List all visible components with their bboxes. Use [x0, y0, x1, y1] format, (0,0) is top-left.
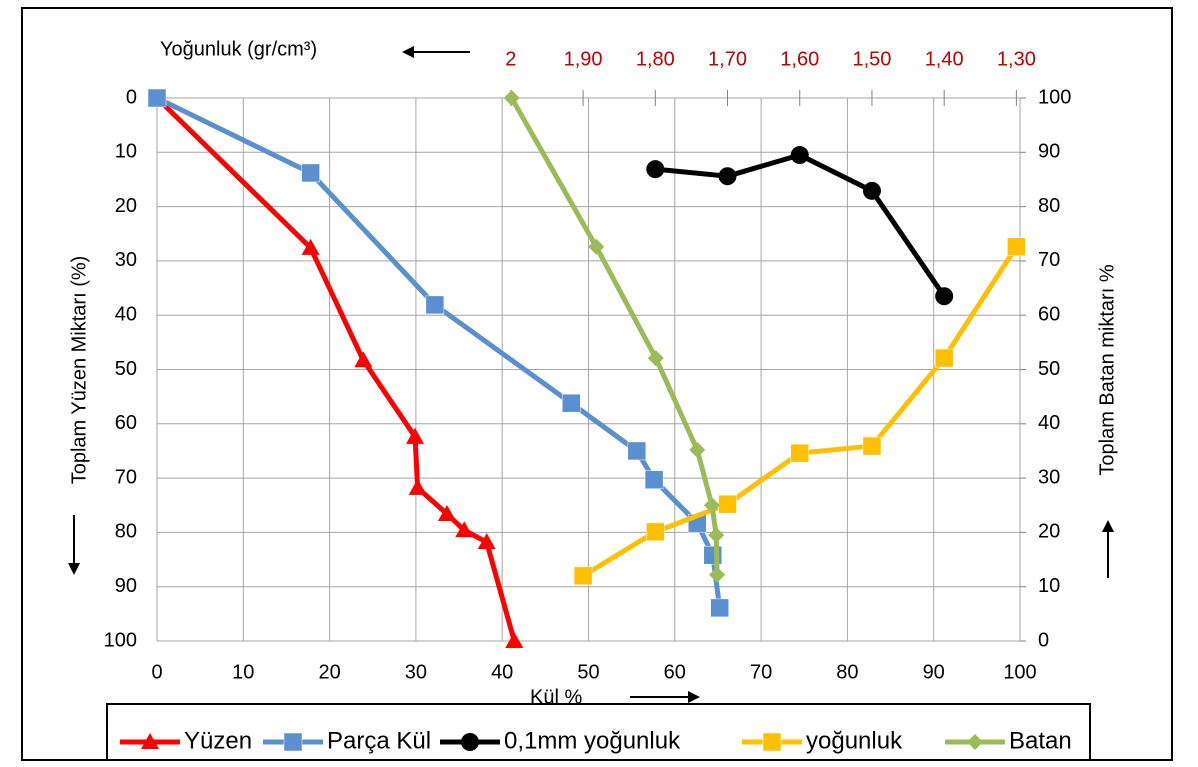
marker: [437, 504, 456, 521]
marker: [461, 733, 479, 751]
y2-tick-label: 100: [1038, 86, 1071, 108]
marker: [934, 348, 954, 368]
marker: [425, 295, 445, 315]
y2-tick-label: 30: [1038, 466, 1060, 488]
x-tick-label: 100: [1003, 661, 1036, 683]
x2-tick-label: 1,70: [708, 48, 747, 70]
marker: [647, 350, 664, 367]
y2-tick-label: 60: [1038, 303, 1060, 325]
y-tick-label: 10: [115, 141, 137, 163]
marker: [710, 598, 729, 618]
marker: [147, 88, 167, 108]
marker: [406, 427, 425, 444]
x2-axis-title: Yoğunluk (gr/cm³): [160, 38, 317, 60]
x-tick-label: 70: [750, 661, 772, 683]
x2-tick-label: 2: [505, 48, 516, 70]
frame: [21, 7, 1173, 761]
y-tick-label: 30: [115, 249, 137, 271]
legend-label: 0,1mm yoğunluk: [504, 727, 681, 754]
y-tick-label: 20: [115, 195, 137, 217]
x-tick-label: 60: [664, 661, 686, 683]
legend: [106, 703, 1091, 761]
x-tick-label: 0: [151, 661, 162, 683]
y-tick-label: 40: [115, 303, 137, 325]
y-tick-label: 90: [115, 575, 137, 597]
y2-tick-label: 90: [1038, 141, 1060, 163]
series-line: [509, 96, 720, 575]
marker: [477, 533, 496, 550]
marker: [718, 167, 737, 186]
legend-label: Batan: [1009, 727, 1072, 754]
marker: [1007, 237, 1026, 257]
x-tick-label: 50: [577, 661, 599, 683]
series-line: [655, 152, 947, 298]
x-tick-label: 80: [836, 661, 858, 683]
marker: [708, 527, 725, 544]
legend-label: Yüzen: [184, 727, 252, 754]
x2-tick-label: 1,30: [997, 48, 1036, 70]
marker: [354, 351, 373, 368]
x-tick-label: 20: [318, 661, 340, 683]
marker: [709, 566, 726, 583]
marker: [588, 238, 605, 255]
x2-tick-label: 1,60: [780, 48, 819, 70]
marker: [627, 441, 647, 461]
marker: [455, 521, 474, 538]
legend-label: Parça Kül: [327, 727, 431, 754]
y2-axis-title: Toplam Batan miktarı %: [1096, 264, 1118, 475]
y-arrow: [68, 515, 80, 575]
marker: [301, 163, 320, 183]
legend-label: yoğunluk: [806, 727, 903, 754]
y-tick-label: 60: [115, 412, 137, 434]
x-tick-label: 30: [405, 661, 427, 683]
x2-tick-label: 1,50: [852, 48, 891, 70]
marker: [503, 90, 520, 106]
y2-arrow: [1102, 520, 1114, 578]
marker: [644, 470, 664, 489]
marker: [762, 732, 782, 752]
y2-tick-label: 10: [1038, 575, 1060, 597]
x-tick-label: 90: [923, 661, 945, 683]
x2-tick-label: 1,40: [925, 48, 964, 70]
y2-tick-label: 20: [1038, 521, 1060, 543]
marker: [301, 238, 320, 255]
x-axis-title: Kül %: [530, 686, 582, 708]
marker: [646, 522, 665, 542]
series-line: [155, 95, 723, 609]
marker: [646, 160, 665, 179]
marker: [703, 497, 720, 514]
marker: [718, 494, 737, 514]
y-tick-label: 50: [115, 358, 137, 380]
marker: [862, 181, 881, 200]
marker: [790, 443, 809, 463]
x2-tick-label: 1,90: [564, 48, 603, 70]
marker: [408, 478, 427, 495]
marker: [689, 441, 706, 458]
marker: [967, 734, 983, 750]
marker: [283, 732, 303, 752]
y2-tick-label: 50: [1038, 358, 1060, 380]
y-tick-label: 100: [104, 629, 137, 651]
y2-tick-label: 40: [1038, 412, 1060, 434]
y-tick-label: 70: [115, 466, 137, 488]
marker: [141, 733, 159, 749]
y-axis-title: Toplam Yüzen Miktarı (%): [68, 256, 90, 485]
y-tick-label: 0: [126, 86, 137, 108]
x-arrow: [630, 691, 700, 703]
x-tick-label: 10: [232, 661, 254, 683]
marker: [561, 393, 581, 413]
marker: [505, 632, 524, 648]
marker: [862, 436, 882, 456]
marker: [935, 287, 954, 306]
x-tick-label: 40: [491, 661, 513, 683]
y2-tick-label: 70: [1038, 249, 1060, 271]
x2-arrow: [402, 46, 470, 58]
y2-tick-label: 80: [1038, 195, 1060, 217]
marker: [790, 146, 809, 165]
marker: [573, 566, 593, 586]
x2-tick-label: 1,80: [636, 48, 675, 70]
y2-tick-label: 0: [1038, 629, 1049, 651]
y-tick-label: 80: [115, 521, 137, 543]
